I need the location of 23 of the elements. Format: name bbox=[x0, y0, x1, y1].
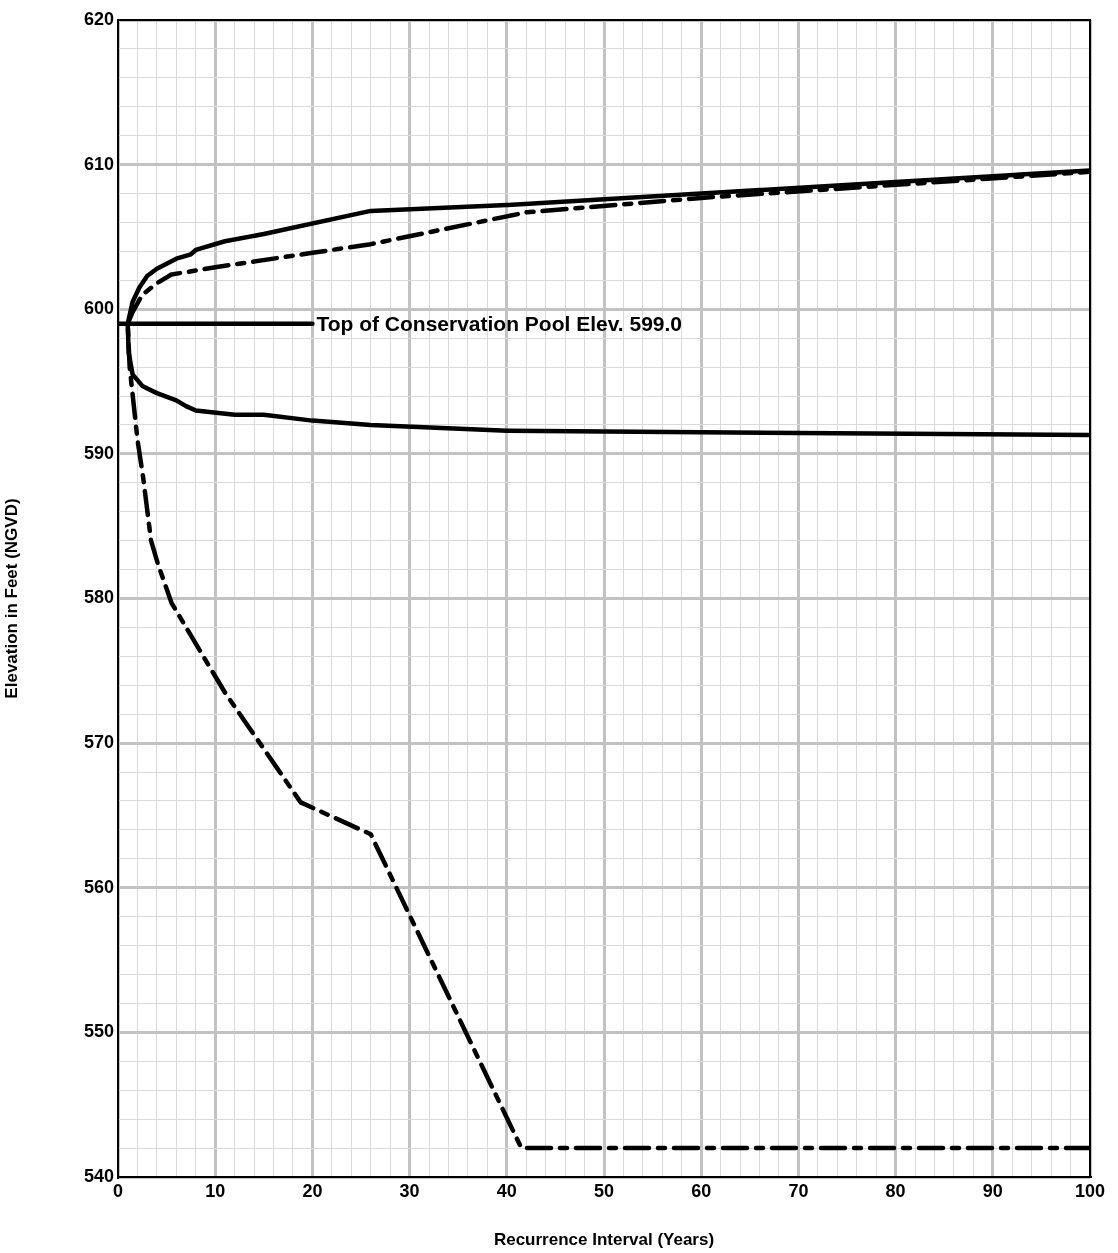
y-tick-label: 610 bbox=[83, 153, 114, 174]
x-tick-label: 100 bbox=[1074, 1180, 1106, 1201]
x-axis-title: Recurrence Interval (Years) bbox=[493, 1230, 715, 1250]
annotation: Top of Conservation Pool Elev. 599.0 bbox=[316, 311, 683, 335]
y-tick-label: 550 bbox=[83, 1021, 114, 1042]
y-tick-label: 600 bbox=[83, 298, 114, 319]
x-tick-label: 40 bbox=[496, 1180, 517, 1201]
y-tick-label: 620 bbox=[83, 8, 114, 29]
x-tick-label: 80 bbox=[885, 1180, 906, 1201]
x-tick-label: 20 bbox=[302, 1180, 323, 1201]
x-tick-label: 90 bbox=[982, 1180, 1003, 1201]
y-tick-label: 540 bbox=[83, 1165, 114, 1186]
y-tick-label: 570 bbox=[83, 732, 114, 753]
y-tick-label: 560 bbox=[83, 876, 114, 897]
x-tick-label: 10 bbox=[205, 1180, 226, 1201]
x-tick-label: 50 bbox=[593, 1180, 615, 1201]
x-tick-label: 60 bbox=[691, 1180, 712, 1201]
x-tick-label: 0 bbox=[112, 1180, 124, 1201]
y-tick-label: 580 bbox=[83, 587, 114, 608]
x-tick-label: 70 bbox=[788, 1180, 809, 1201]
x-tick-label: 30 bbox=[399, 1180, 420, 1201]
y-tick-label: 590 bbox=[83, 442, 114, 463]
y-axis-title: Elevation in Feet (NGVD) bbox=[1, 498, 21, 699]
